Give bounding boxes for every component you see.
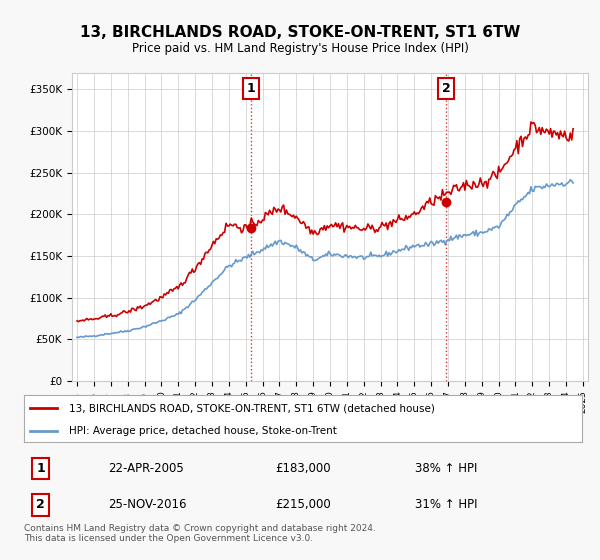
Text: 25-NOV-2016: 25-NOV-2016 — [108, 498, 186, 511]
Text: Contains HM Land Registry data © Crown copyright and database right 2024.
This d: Contains HM Land Registry data © Crown c… — [24, 524, 376, 543]
Text: 2: 2 — [442, 82, 451, 95]
Text: 22-APR-2005: 22-APR-2005 — [108, 462, 184, 475]
Text: Price paid vs. HM Land Registry's House Price Index (HPI): Price paid vs. HM Land Registry's House … — [131, 42, 469, 55]
Text: 1: 1 — [247, 82, 255, 95]
Text: £183,000: £183,000 — [275, 462, 331, 475]
Text: HPI: Average price, detached house, Stoke-on-Trent: HPI: Average price, detached house, Stok… — [68, 426, 337, 436]
Text: 13, BIRCHLANDS ROAD, STOKE-ON-TRENT, ST1 6TW (detached house): 13, BIRCHLANDS ROAD, STOKE-ON-TRENT, ST1… — [68, 403, 434, 413]
Text: 38% ↑ HPI: 38% ↑ HPI — [415, 462, 477, 475]
Text: 2: 2 — [37, 498, 45, 511]
Text: £215,000: £215,000 — [275, 498, 331, 511]
Text: 1: 1 — [37, 462, 45, 475]
Text: 31% ↑ HPI: 31% ↑ HPI — [415, 498, 477, 511]
Text: 13, BIRCHLANDS ROAD, STOKE-ON-TRENT, ST1 6TW: 13, BIRCHLANDS ROAD, STOKE-ON-TRENT, ST1… — [80, 25, 520, 40]
